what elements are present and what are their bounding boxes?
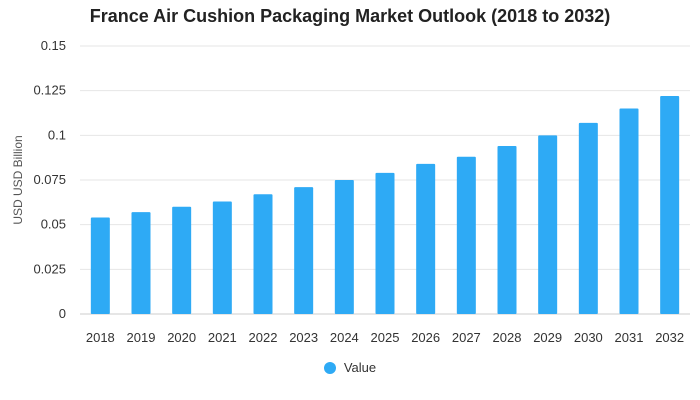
bar-2021[interactable] [212, 201, 232, 314]
bar-2028[interactable] [497, 146, 517, 314]
x-tick-label: 2021 [208, 330, 237, 345]
x-tick-label: 2018 [86, 330, 115, 345]
y-tick-label: 0 [59, 306, 66, 321]
y-tick-label: 0.1 [48, 127, 66, 142]
x-tick-label: 2022 [249, 330, 278, 345]
y-tick-label: 0.05 [41, 217, 66, 232]
x-tick-label: 2023 [289, 330, 318, 345]
y-tick-label: 0.15 [41, 38, 66, 53]
x-tick-label: 2028 [493, 330, 522, 345]
bar-2032[interactable] [660, 96, 680, 314]
x-tick-label: 2026 [411, 330, 440, 345]
x-tick-label: 2025 [371, 330, 400, 345]
y-axis-title: USD USD Billion [11, 135, 25, 224]
bar-2030[interactable] [578, 122, 598, 315]
legend[interactable]: Value [0, 360, 700, 375]
chart-title: France Air Cushion Packaging Market Outl… [89, 6, 611, 26]
bar-2025[interactable] [375, 172, 395, 314]
bar-2031[interactable] [619, 108, 639, 315]
y-tick-label: 0.075 [33, 172, 66, 187]
x-tick-label: 2030 [574, 330, 603, 345]
legend-label-value: Value [343, 360, 377, 375]
x-tick-label: 2027 [452, 330, 481, 345]
x-tick-label: 2032 [655, 330, 684, 345]
y-tick-label: 0.125 [33, 83, 66, 98]
legend-swatch-value [323, 361, 336, 374]
bar-2027[interactable] [456, 156, 476, 314]
bar-2018[interactable] [90, 217, 110, 314]
x-tick-label: 2024 [330, 330, 359, 345]
bar-2023[interactable] [294, 187, 314, 314]
y-tick-label: 0.025 [33, 261, 66, 276]
x-tick-label: 2019 [127, 330, 156, 345]
bar-2026[interactable] [416, 163, 436, 314]
bar-2019[interactable] [131, 212, 151, 314]
bar-2024[interactable] [334, 180, 354, 314]
bar-2029[interactable] [538, 135, 558, 314]
x-tick-label: 2029 [533, 330, 562, 345]
bar-2022[interactable] [253, 194, 273, 314]
x-tick-label: 2020 [167, 330, 196, 345]
x-tick-label: 2031 [615, 330, 644, 345]
bar-2020[interactable] [172, 206, 192, 314]
